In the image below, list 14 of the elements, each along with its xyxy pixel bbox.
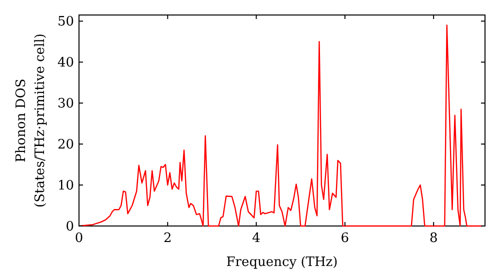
y-tick-label: 10	[57, 178, 74, 194]
y-tick-label: 40	[57, 56, 74, 71]
x-tick-label: 0	[74, 231, 84, 246]
y-tick-label: 30	[57, 96, 74, 112]
y-tick-label: 50	[57, 14, 74, 30]
x-tick-label: 4	[252, 231, 260, 246]
x-axis-title: Frequency (THz)	[226, 255, 338, 270]
x-tick-label: 6	[340, 231, 350, 246]
y-tick-label: 0	[66, 220, 74, 234]
x-tick-label: 8	[429, 231, 438, 246]
x-tick-label: 2	[164, 231, 172, 246]
y-tick-label: 20	[57, 138, 74, 153]
line-series	[78, 24, 483, 227]
y-axis-title: Phonon DOS (States/THz·primitive cell)	[14, 33, 48, 208]
